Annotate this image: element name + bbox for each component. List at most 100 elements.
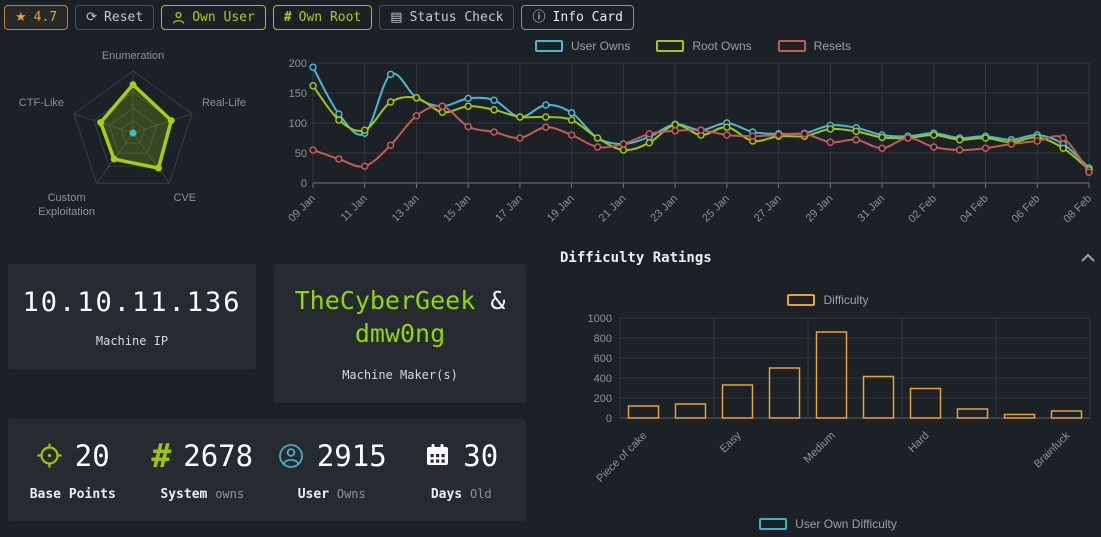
owns-resets-line-chart: User Owns Root Owns Resets 0 50 100 150 200 0… — [285, 36, 1101, 235]
status-list-icon: ▤ — [390, 10, 403, 25]
data-point — [981, 144, 990, 152]
x-tick-label: 21 Jan — [597, 193, 629, 225]
legend-item-user-owns[interactable]: User Owns — [534, 39, 630, 53]
radar-data-point — [97, 119, 104, 126]
own-user-button[interactable]: Own User — [161, 5, 266, 30]
radar-axis-label: Enumeration — [102, 50, 164, 62]
info-icon: ⓘ — [532, 10, 546, 25]
x-tick-label: 08 Feb — [1061, 193, 1094, 226]
x-tick-label: Medium — [801, 430, 837, 466]
difficulty-ratings-title: Difficulty Ratings — [560, 250, 712, 266]
data-point — [1059, 144, 1067, 152]
x-tick-label: 17 Jan — [493, 193, 525, 225]
data-point — [645, 130, 654, 138]
data-point — [955, 136, 964, 144]
data-point — [826, 125, 835, 133]
collapse-section-button[interactable] — [1078, 250, 1098, 266]
radar-data-point — [155, 164, 162, 172]
y-tick-label: 400 — [594, 373, 612, 385]
data-point — [904, 134, 912, 142]
x-tick-label: 19 Jan — [545, 193, 577, 225]
y-tick-label: 100 — [289, 118, 307, 130]
difficulty-bar — [815, 331, 848, 419]
data-point — [438, 108, 447, 116]
radar-axis-label: CTF-Like — [19, 97, 64, 109]
data-point — [516, 113, 524, 121]
chevron-up-icon — [1081, 253, 1095, 262]
x-tick-label: 11 Jan — [339, 193, 370, 224]
y-tick-label: 150 — [289, 88, 307, 100]
y-tick-label: 0 — [606, 413, 612, 425]
difficulty-bar — [862, 375, 895, 419]
radar-axis-label: Real-Life — [202, 97, 246, 109]
radar-chart: Enumeration Real-Life CVE Custom Exploitatio… — [0, 38, 282, 238]
x-tick-label: 04 Feb — [958, 193, 991, 226]
machine-stats-card: 20 Base Points # 2678 System owns 2 — [8, 419, 526, 521]
x-tick-label: Easy — [718, 429, 744, 455]
data-point — [386, 98, 395, 106]
data-point — [671, 127, 679, 135]
resets-swatch — [777, 40, 806, 52]
legend-item-difficulty[interactable]: Difficulty — [787, 293, 869, 307]
difficulty-legend: Difficulty — [555, 290, 1101, 310]
data-point — [1085, 168, 1093, 176]
info-card-button[interactable]: ⓘ Info Card — [521, 5, 634, 30]
data-point — [567, 116, 576, 124]
data-point — [516, 134, 524, 142]
data-point — [852, 136, 860, 144]
user-own-difficulty-legend: User Own Difficulty — [555, 514, 1101, 534]
data-point — [593, 143, 602, 151]
data-point — [335, 155, 343, 163]
data-point — [1059, 134, 1067, 142]
radar-ring — [120, 119, 146, 144]
rating-badge[interactable]: ★ 4.7 — [4, 5, 69, 30]
y-tick-label: 1000 — [588, 313, 612, 325]
data-point — [490, 106, 498, 114]
data-point — [335, 110, 343, 118]
radar-ring — [108, 107, 158, 154]
data-point — [309, 63, 317, 71]
data-point — [309, 146, 317, 154]
data-point — [386, 141, 395, 149]
y-tick-label: 600 — [594, 353, 612, 365]
legend-item-resets[interactable]: Resets — [777, 39, 851, 53]
user-own-difficulty-swatch — [759, 518, 788, 530]
root-owns-swatch — [656, 40, 685, 52]
calendar-icon — [424, 442, 451, 469]
difficulty-bar — [674, 403, 707, 419]
maker-name-1[interactable]: TheCyberGeek — [294, 286, 476, 315]
maker-name-2[interactable]: dmw0ng — [354, 318, 446, 348]
data-point — [335, 116, 343, 124]
data-point — [542, 101, 550, 109]
radar-spoke — [132, 132, 170, 184]
data-point — [1033, 137, 1042, 145]
x-tick-label: 25 Jan — [700, 193, 732, 225]
x-tick-label: Hard — [906, 430, 931, 455]
data-point — [774, 131, 783, 139]
difficulty-bar — [721, 384, 754, 419]
data-point — [412, 94, 421, 102]
user-owns-swatch — [534, 40, 563, 52]
data-point — [490, 96, 498, 104]
data-point — [490, 128, 498, 136]
status-check-button[interactable]: ▤ Status Check — [379, 5, 515, 30]
rating-value: 4.7 — [33, 10, 58, 25]
difficulty-swatch — [787, 294, 816, 306]
legend-item-root-owns[interactable]: Root Owns — [656, 39, 752, 53]
x-tick-label: Piece of cake — [594, 430, 649, 485]
data-point — [412, 112, 421, 120]
stat-system-owns: # 2678 System owns — [151, 436, 254, 502]
data-point — [981, 134, 990, 142]
reset-button[interactable]: ⟳ Reset — [75, 5, 155, 30]
data-point — [1007, 140, 1016, 148]
data-point — [697, 126, 705, 134]
legend-item-user-own-difficulty[interactable]: User Own Difficulty — [759, 517, 897, 531]
data-point — [464, 94, 472, 103]
own-root-button[interactable]: # Own Root — [272, 5, 373, 30]
data-point — [567, 109, 576, 117]
data-point — [438, 102, 447, 110]
crosshair-icon — [36, 442, 63, 469]
data-point — [464, 102, 472, 110]
data-point — [593, 134, 602, 142]
data-point — [645, 139, 654, 147]
